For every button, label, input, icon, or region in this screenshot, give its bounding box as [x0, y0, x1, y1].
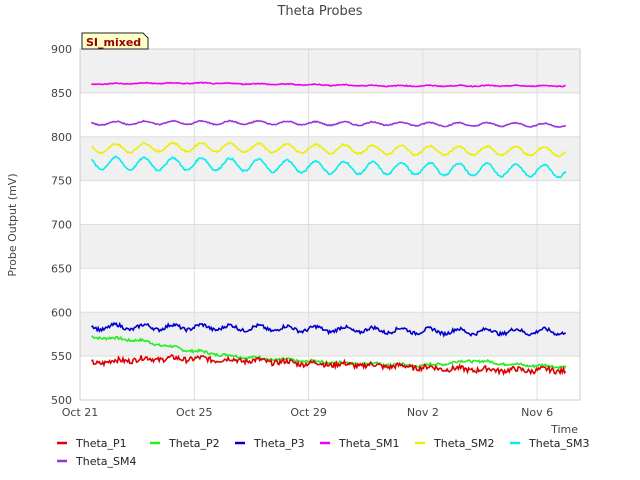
legend-label: Theta_SM3 — [528, 437, 589, 450]
y-tick-label: 550 — [51, 350, 72, 363]
badge-box — [81, 32, 149, 50]
y-axis-label: Probe Output (mV) — [6, 173, 19, 276]
series-line-theta-sm2 — [91, 141, 567, 158]
x-axis-ticks: Oct 21 Oct 25 Oct 29 Nov 2 Nov 6 — [62, 406, 553, 419]
y-tick-label: 850 — [51, 87, 72, 100]
legend-label: Theta_SM4 — [75, 455, 136, 468]
plot-band — [80, 224, 580, 269]
y-tick-label: 800 — [51, 131, 72, 144]
legend-label: Theta_P2 — [168, 437, 220, 450]
badge-label: SI_mixed — [86, 36, 141, 49]
legend-label: Theta_P3 — [253, 437, 305, 450]
legend-label: Theta_SM2 — [433, 437, 494, 450]
y-tick-label: 650 — [51, 262, 72, 275]
x-axis-label: Time — [550, 423, 578, 436]
x-tick-label: Oct 25 — [176, 406, 213, 419]
y-tick-label: 750 — [51, 175, 72, 188]
y-tick-label: 900 — [51, 43, 72, 56]
y-tick-label: 700 — [51, 219, 72, 232]
series-line-theta-sm4 — [90, 119, 567, 129]
x-tick-label: Oct 21 — [62, 406, 99, 419]
plot-area-border — [79, 48, 581, 401]
series-line-theta-sm3 — [91, 155, 567, 179]
x-tick-label: Oct 29 — [290, 406, 327, 419]
x-tick-label: Nov 6 — [521, 406, 553, 419]
y-tick-label: 600 — [51, 306, 72, 319]
chart-title: Theta Probes — [276, 4, 362, 19]
plot-band — [80, 180, 580, 225]
plot-band — [80, 92, 580, 137]
plot-band — [80, 268, 580, 313]
y-axis-ticks: 500 550 600 650 700 750 800 850 900 — [51, 43, 72, 407]
series-line-theta-sm1 — [91, 81, 566, 88]
y-tick-label: 500 — [51, 394, 72, 407]
series-line-theta-p3 — [91, 321, 567, 338]
legend-label: Theta_P1 — [75, 437, 127, 450]
legend-label: Theta_SM1 — [338, 437, 399, 450]
legend: Theta_P1 Theta_P2 Theta_P3 Theta_SM1 Theta_S… — [57, 437, 589, 468]
grid-lines — [79, 48, 580, 401]
series-line-theta-p2 — [91, 335, 567, 371]
plot-band — [80, 312, 580, 357]
series-line-theta-p1 — [91, 354, 567, 377]
x-tick-label: Nov 2 — [407, 406, 439, 419]
series-layer — [90, 81, 567, 377]
badge: SI_mixed — [81, 32, 149, 50]
